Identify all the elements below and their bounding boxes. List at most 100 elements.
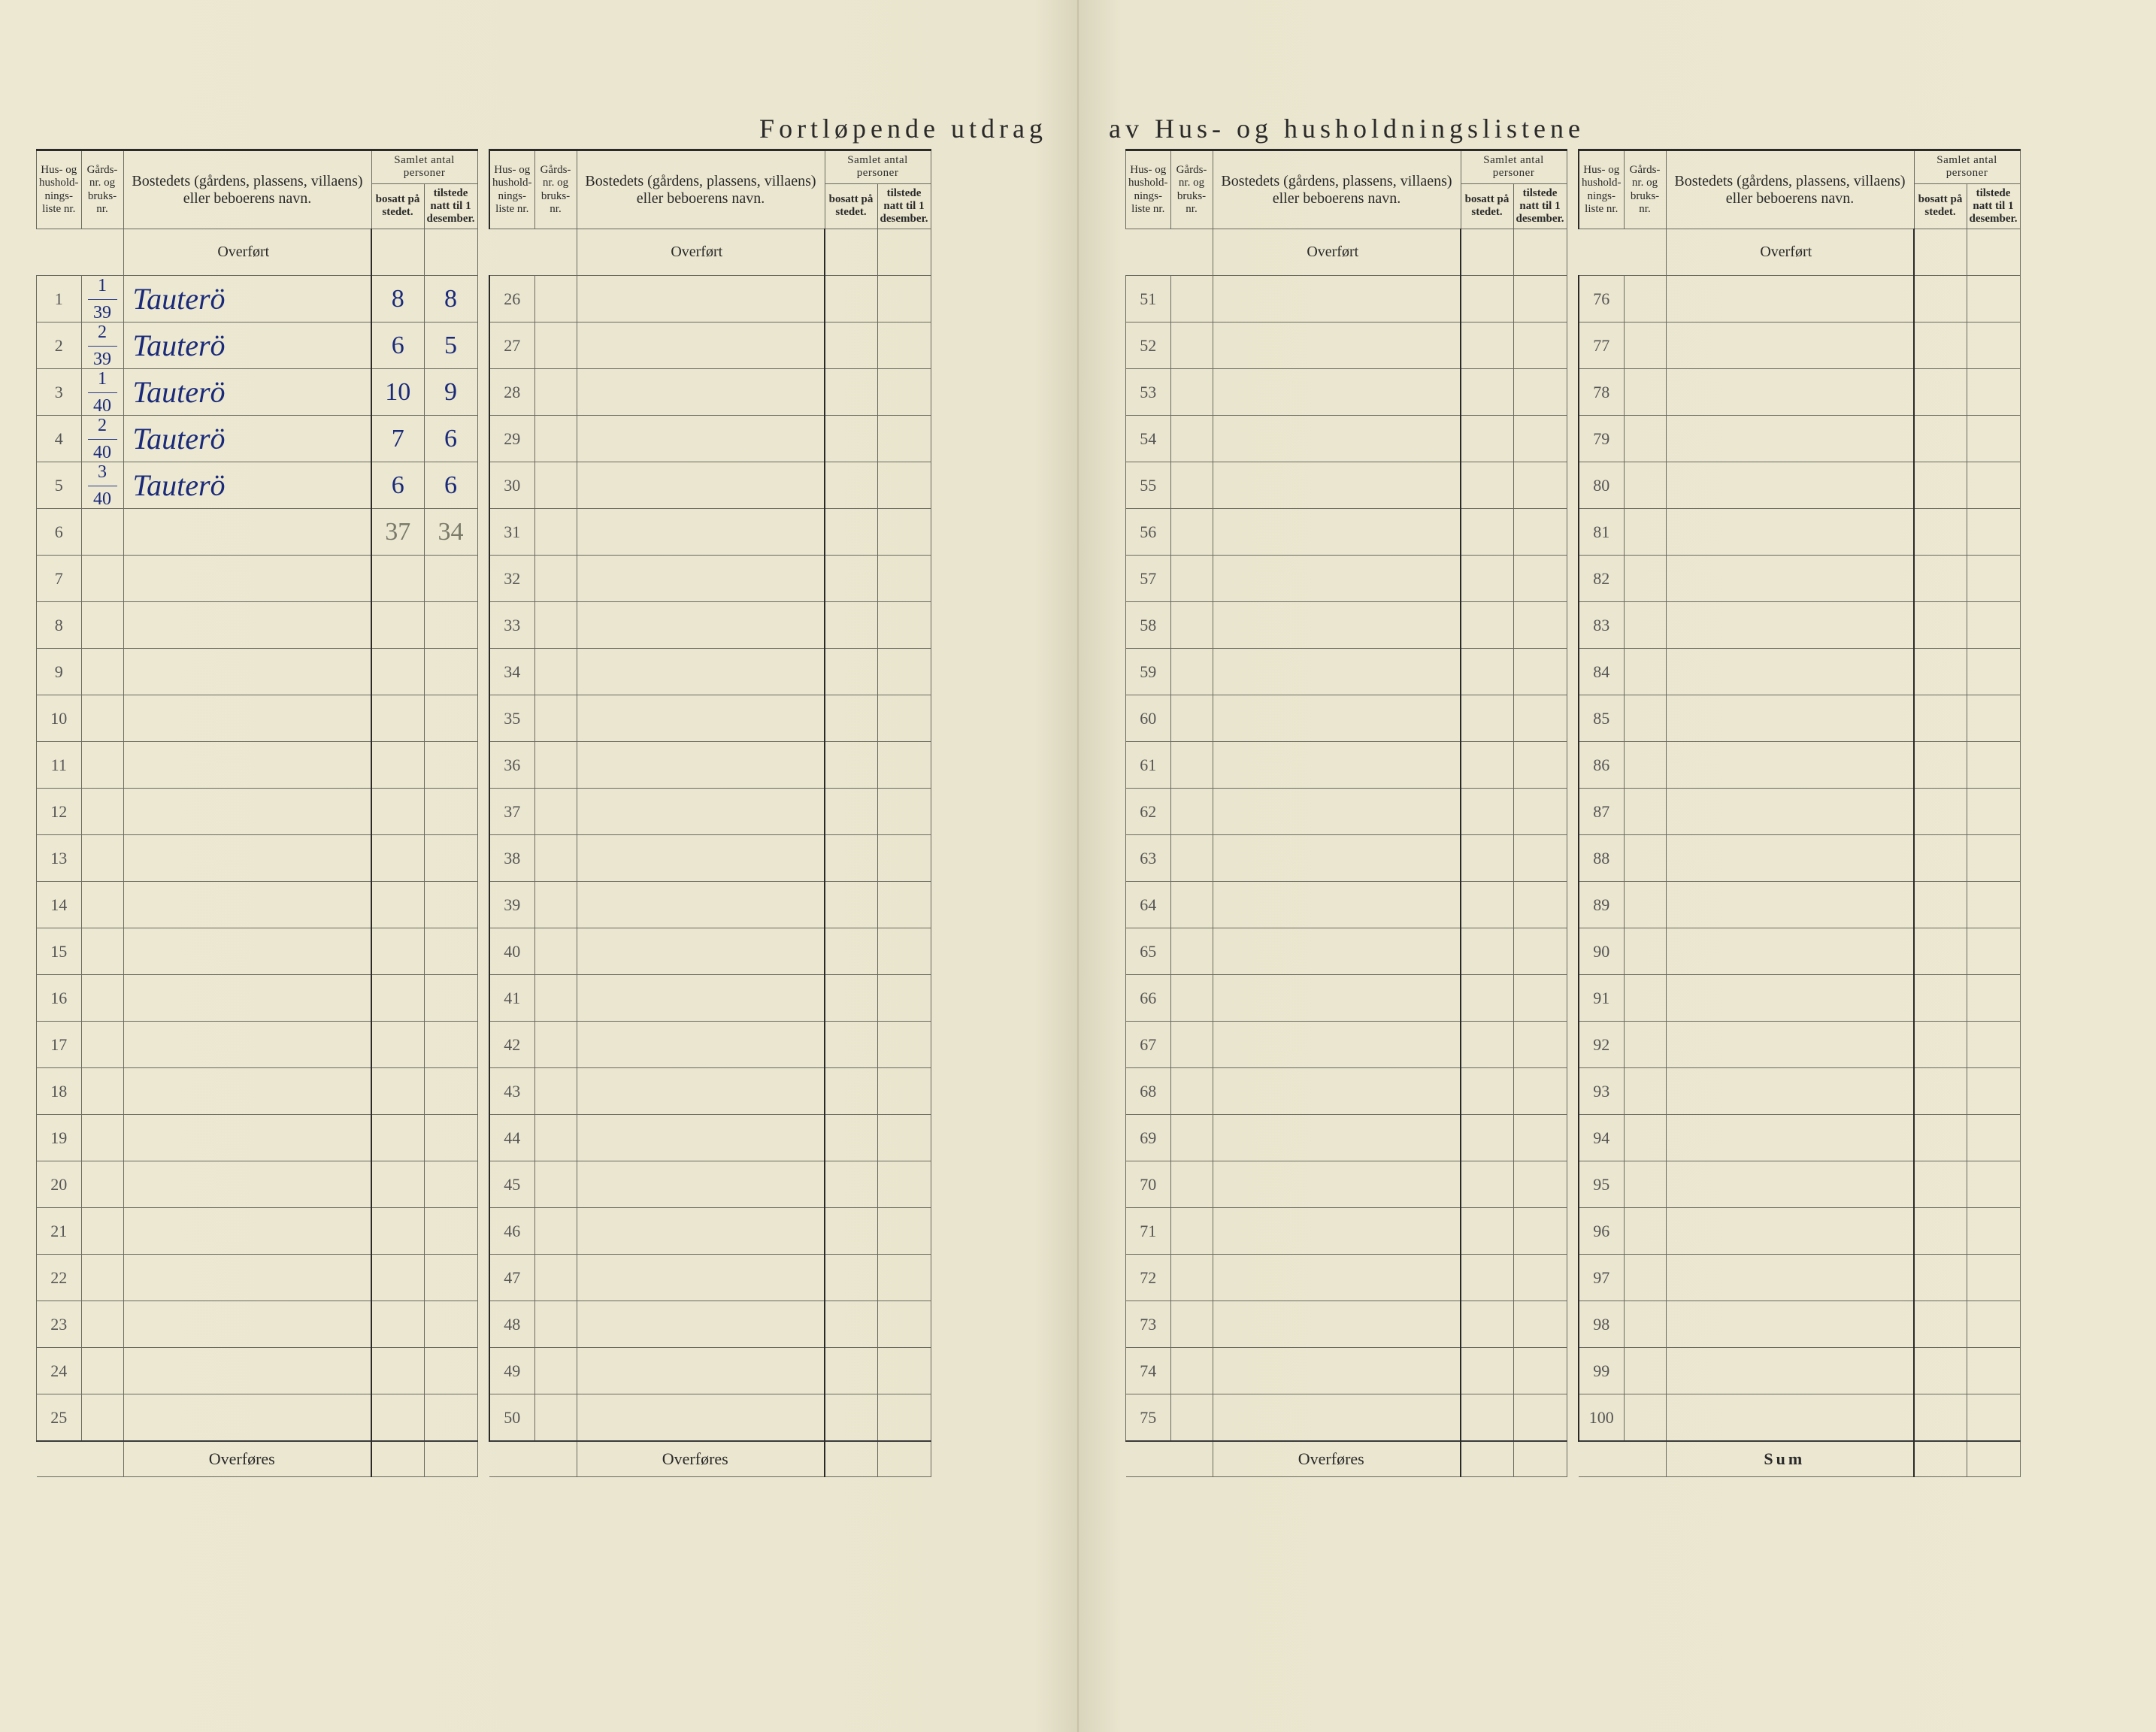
bosatt-cell [1914, 602, 1967, 649]
bosatt-cell [825, 1115, 877, 1161]
cell [1624, 229, 1666, 276]
ledger-table-4: Hus- og hushold-nings-liste nr. Gårds-nr… [1578, 149, 2021, 1477]
hdr-bosatt: bosatt på stedet. [371, 183, 424, 229]
table-row: 33 [489, 602, 931, 649]
bosatt-cell [825, 416, 877, 462]
navn-cell [1213, 975, 1461, 1022]
hdr-liste-4: Hus- og hushold-nings-liste nr. [1579, 150, 1624, 229]
hdr-tilstede-4: tilstede natt til 1 desember. [1967, 183, 2020, 229]
table-row: 40 [489, 928, 931, 975]
bosatt-cell [825, 1208, 877, 1255]
table-row: 53 [1126, 369, 1567, 416]
tilstede-cell [1967, 1255, 2020, 1301]
place-name: Tauterö [133, 422, 226, 456]
navn-cell [1213, 1394, 1461, 1441]
navn-cell [123, 742, 371, 789]
tilstede-cell [1513, 1068, 1567, 1115]
table-row: 54 [1126, 416, 1567, 462]
footer-label: Overføres [577, 1441, 825, 1477]
cell [37, 229, 82, 276]
row-number: 44 [489, 1115, 534, 1161]
tilstede-val: 6 [444, 471, 457, 499]
table-row: 4402Tauterö76 [37, 416, 478, 462]
cell [371, 229, 424, 276]
hdr-navn-3: Bostedets (gårdens, plassens, villaens) … [1213, 150, 1461, 229]
bosatt-cell [825, 649, 877, 695]
gards-cell [534, 742, 577, 789]
table-row: 49 [489, 1348, 931, 1394]
bosatt-cell [371, 975, 424, 1022]
tilstede-cell [1513, 322, 1567, 369]
gards-cell [81, 975, 123, 1022]
navn-cell [1666, 369, 1914, 416]
bosatt-cell [371, 695, 424, 742]
navn-cell [1213, 835, 1461, 882]
row-number: 94 [1579, 1115, 1624, 1161]
tilstede-cell [1967, 928, 2020, 975]
row-number: 62 [1126, 789, 1171, 835]
bosatt-cell [825, 276, 877, 322]
bosatt-cell [825, 1394, 877, 1441]
row-number: 98 [1579, 1301, 1624, 1348]
tilstede-val: 5 [444, 332, 457, 359]
tilstede-cell [1967, 695, 2020, 742]
row-number: 54 [1126, 416, 1171, 462]
bosatt-cell [1461, 556, 1513, 602]
bosatt-cell [371, 1068, 424, 1115]
tilstede-cell: 9 [424, 369, 477, 416]
navn-cell [1213, 1022, 1461, 1068]
hdr-samlet-2: Samlet antal personer [825, 150, 931, 184]
table-row: 51 [1126, 276, 1567, 322]
gards-cell [1624, 1022, 1666, 1068]
row-number: 83 [1579, 602, 1624, 649]
page-left: Fortløpende utdrag Hus- og hushold-nings… [0, 0, 1078, 1732]
bosatt-cell [371, 1208, 424, 1255]
gards-cell [1170, 1301, 1213, 1348]
bosatt-cell: 10 [371, 369, 424, 416]
footer-label: Overføres [123, 1441, 371, 1477]
bosatt-cell [825, 928, 877, 975]
gards-cell [1170, 789, 1213, 835]
gards-cell [1624, 1255, 1666, 1301]
navn-cell [577, 369, 825, 416]
table-row: 22 [37, 1255, 478, 1301]
table-row: 85 [1579, 695, 2020, 742]
table-row: 21 [37, 1208, 478, 1255]
tilstede-cell [1967, 835, 2020, 882]
gards-cell [1624, 649, 1666, 695]
tilstede-cell [877, 975, 931, 1022]
gards-cell [1624, 369, 1666, 416]
row-number: 76 [1579, 276, 1624, 322]
gards-cell [81, 509, 123, 556]
navn-cell [1666, 276, 1914, 322]
row-number: 87 [1579, 789, 1624, 835]
tilstede-cell [877, 1161, 931, 1208]
tilstede-cell [1967, 416, 2020, 462]
gards-cell [1624, 602, 1666, 649]
row-number: 93 [1579, 1068, 1624, 1115]
table-row: 66 [1126, 975, 1567, 1022]
gards-cell [534, 789, 577, 835]
gards-bot: 1 [82, 370, 123, 388]
table-row: 38 [489, 835, 931, 882]
tilstede-cell [877, 556, 931, 602]
hdr-tilstede-3: tilstede natt til 1 desember. [1513, 183, 1567, 229]
navn-cell [1666, 1394, 1914, 1441]
overfort-row: Overført [1126, 229, 1567, 276]
table-row: 88 [1579, 835, 2020, 882]
navn-cell [577, 602, 825, 649]
table-row: 1391Tauterö88 [37, 276, 478, 322]
tilstede-cell [877, 509, 931, 556]
navn-cell [577, 1348, 825, 1394]
tilstede-cell [1513, 649, 1567, 695]
row-number: 42 [489, 1022, 534, 1068]
tilstede-cell [1513, 416, 1567, 462]
navn-cell [1666, 322, 1914, 369]
table-row: 29 [489, 416, 931, 462]
title-right-text: av Hus- og husholdningslistene [1109, 113, 1585, 144]
overfores-row: Overføres [1126, 1441, 1567, 1477]
gards-cell [81, 649, 123, 695]
table-row: 26 [489, 276, 931, 322]
cell [1170, 229, 1213, 276]
bosatt-cell [825, 789, 877, 835]
